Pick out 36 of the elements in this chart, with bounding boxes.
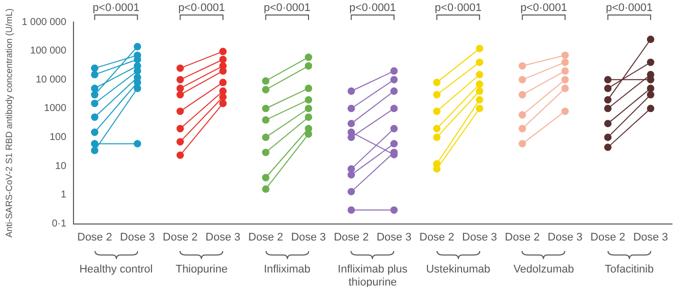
text: Vedolzumab: [513, 263, 574, 276]
x-tick-label: Dose 3: [291, 231, 326, 244]
text: p<0·0001: [92, 2, 140, 14]
y-tick-label: 10 000: [36, 74, 67, 86]
x-tick-label: Dose 2: [419, 231, 454, 244]
y-tick-label: 0·1: [52, 218, 67, 230]
y-tick-label: 100 000: [30, 46, 67, 57]
text: p<0·0001: [606, 2, 653, 14]
x-tick-label: Dose 3: [120, 231, 155, 244]
text: Infliximab: [264, 263, 310, 276]
text: p<0·0001: [434, 2, 482, 14]
y-tick-label: 100: [50, 132, 67, 144]
x-tick-label: Dose 2: [248, 231, 284, 244]
y-tick-label: 1: [60, 190, 67, 201]
x-tick-label: Dose 2: [77, 231, 112, 244]
text: Thiopurine: [176, 263, 228, 276]
y-tick-label: 10: [55, 160, 67, 172]
text: p<0·0001: [264, 2, 311, 14]
text: p<0·0001: [178, 2, 225, 14]
y-tick-label: 1000: [44, 103, 67, 114]
x-tick-label: Dose 2: [504, 231, 540, 244]
x-tick-label: Dose 3: [206, 231, 240, 244]
y-tick-label: 1 000 000: [22, 16, 67, 28]
text: p<0·0001: [349, 2, 396, 14]
text: Ustekinumab: [426, 263, 490, 276]
text: p<0·0001: [520, 2, 568, 14]
x-tick-label: Dose 3: [376, 231, 412, 244]
x-tick-label: Dose 3: [548, 231, 583, 244]
x-tick-label: Dose 2: [162, 231, 198, 244]
x-tick-label: Dose 2: [334, 231, 369, 244]
x-tick-label: Dose 3: [633, 231, 668, 244]
x-tick-label: Dose 3: [462, 231, 497, 244]
x-tick-label: Dose 2: [590, 231, 626, 244]
y-axis-title: Anti-SARS-CoV-2 S1 RBD antibody concentration (U/mL): [4, 8, 14, 238]
text: Healthy control: [79, 263, 153, 276]
text: Tofacitinib: [604, 263, 654, 276]
